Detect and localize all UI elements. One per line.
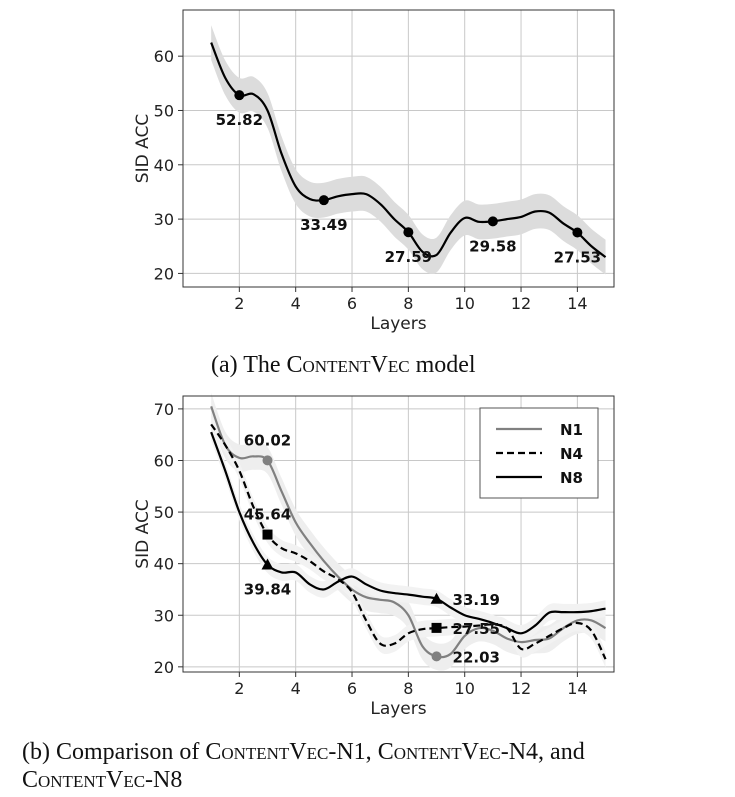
chartb-line-N4 (210, 423, 607, 660)
chartb-data-label-27.55: 27.55 (453, 620, 500, 638)
chartb-legend-label-N1: N1 (560, 421, 583, 439)
charta-marker-29.58 (487, 216, 498, 227)
charta-band-series0 (211, 25, 606, 275)
charta-xtick-label: 10 (455, 294, 475, 313)
chart-b: 2 4 6 8 10 12 14 20 30 40 50 60 70 Layers SID ACC 60.02… (133, 392, 615, 719)
charta-ytick-label: 60 (154, 47, 174, 66)
chartb-legend-label-N4: N4 (560, 445, 583, 463)
charta-ytick-label: 40 (154, 156, 174, 175)
caption-b: (b) Comparison of ContentVec-N1, Content… (22, 739, 585, 793)
chartb-legend-label-N8: N8 (560, 469, 583, 487)
chartb-xtick-label: 8 (403, 679, 413, 698)
chartb-x-axis-title: Layers (370, 699, 426, 719)
chartb-marker-39.84 (261, 558, 274, 570)
charta-marker-33.49 (318, 195, 329, 206)
chartb-data-label-33.19: 33.19 (453, 591, 500, 609)
chartb-y-axis-title: SID ACC (133, 499, 153, 568)
chartb-line-N1 (210, 405, 607, 659)
chartb-marker-33.19 (430, 592, 443, 604)
charta-data-label-27.53: 27.53 (554, 249, 601, 267)
chartb-ytick-label: 20 (154, 658, 174, 677)
chartb-xtick-label: 12 (511, 679, 531, 698)
charta-xtick-label: 14 (567, 294, 587, 313)
chartb-data-label-60.02: 60.02 (244, 431, 291, 449)
chartb-marker-45.64 (262, 529, 273, 540)
charta-xtick-label: 8 (403, 294, 413, 313)
chartb-data-label-45.64: 45.64 (244, 506, 291, 524)
charta-xtick-label: 2 (234, 294, 244, 313)
chartb-xtick-label: 10 (455, 679, 475, 698)
chartb-data-label-39.84: 39.84 (244, 580, 291, 598)
charta-y-axis-title: SID ACC (133, 114, 153, 183)
chartb-band-N8 (211, 423, 606, 642)
chartb-xtick-label: 4 (291, 679, 301, 698)
chartb-ytick-label: 40 (154, 555, 174, 574)
charta-data-label-29.58: 29.58 (469, 237, 516, 255)
chartb-xtick-label: 14 (567, 679, 587, 698)
caption-a: (a) The ContentVec model (211, 352, 476, 378)
charta-data-label-52.82: 52.82 (216, 111, 263, 129)
chartb-marker-60.02 (262, 455, 273, 466)
charta-ytick-label: 50 (154, 101, 174, 120)
charta-marker-27.59 (403, 227, 414, 238)
chartb-xtick-label: 6 (347, 679, 357, 698)
charta-xtick-label: 4 (291, 294, 301, 313)
chartb-marker-22.03 (431, 651, 442, 662)
chartb-xtick-label: 2 (234, 679, 244, 698)
chart-a: 2 4 6 8 10 12 14 20 30 40 50 60 Layers SID ACC 52.82 33… (133, 9, 615, 334)
charta-ytick-label: 30 (154, 210, 174, 229)
charta-ytick-label: 20 (154, 264, 174, 283)
chartb-frame (182, 395, 615, 673)
chartb-ytick-label: 30 (154, 606, 174, 625)
charta-data-label-33.49: 33.49 (300, 216, 347, 234)
charta-xtick-label: 6 (347, 294, 357, 313)
chartb-line-N8 (210, 431, 606, 635)
charta-frame (182, 9, 615, 288)
chartb-ytick-label: 50 (154, 503, 174, 522)
charta-x-axis-title: Layers (370, 314, 426, 334)
chartb-marker-27.55 (431, 622, 442, 633)
charta-marker-52.82 (234, 90, 245, 101)
chartb-data-label-22.03: 22.03 (453, 648, 500, 666)
charta-xtick-label: 12 (511, 294, 531, 313)
charta-plot-area (183, 10, 614, 287)
chartb-ytick-label: 60 (154, 451, 174, 470)
chartb-legend: N1 N4 N8 (479, 407, 599, 499)
chartb-ytick-label: 70 (154, 400, 174, 419)
charta-data-label-27.59: 27.59 (385, 248, 432, 266)
charta-marker-27.53 (572, 227, 583, 238)
